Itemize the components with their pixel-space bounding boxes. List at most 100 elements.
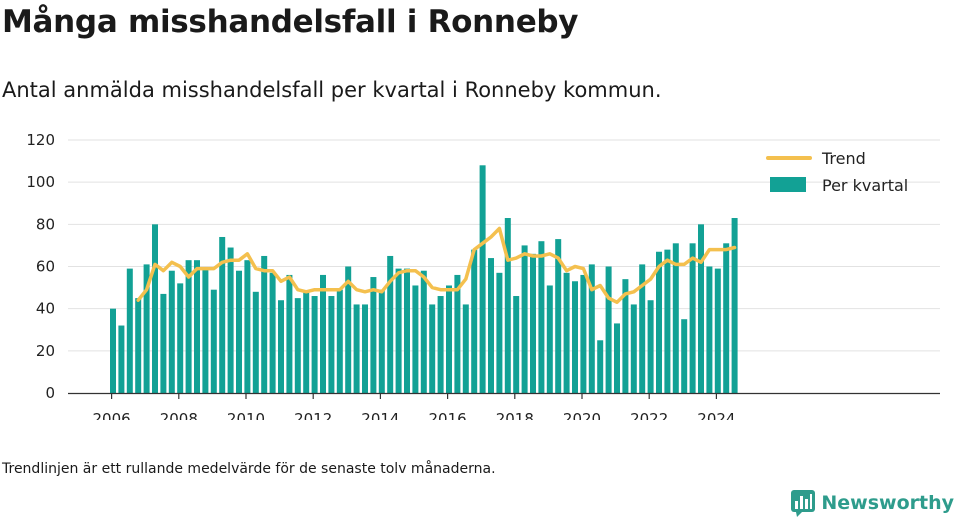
bar <box>723 243 730 393</box>
x-tick-label: 2020 <box>563 410 601 420</box>
x-tick-label: 2022 <box>630 410 668 420</box>
bar <box>311 296 318 393</box>
legend: Trend Per kvartal <box>766 149 908 195</box>
y-tick-label: 100 <box>26 173 55 191</box>
bar <box>714 268 721 393</box>
x-tick-label: 2014 <box>361 410 399 420</box>
bar <box>370 277 377 393</box>
legend-bar-label: Per kvartal <box>822 176 908 195</box>
y-tick-label: 20 <box>36 342 55 360</box>
bar <box>135 298 142 393</box>
bar <box>269 272 276 393</box>
bar <box>110 308 116 393</box>
bar <box>152 224 158 393</box>
bar <box>597 340 604 393</box>
bar <box>647 300 654 393</box>
bar <box>538 241 545 393</box>
x-tick-label: 2018 <box>496 410 534 420</box>
bar <box>471 249 478 393</box>
footnote: Trendlinjen är ett rullande medelvärde f… <box>2 461 496 477</box>
bar <box>496 272 503 393</box>
bar <box>395 268 402 393</box>
chart-area: 0 20 40 60 80 100 120 2006 2008 2010 2012 2014 2016… <box>26 131 940 420</box>
bar <box>236 270 242 393</box>
bar <box>462 304 469 393</box>
x-tick-label: 2024 <box>697 410 735 420</box>
bar-chart-logo-icon <box>791 490 816 517</box>
bar <box>286 274 293 393</box>
bar <box>639 264 646 393</box>
bar <box>698 224 704 393</box>
x-tick-label: 2016 <box>429 410 467 420</box>
bar <box>622 279 629 393</box>
bar <box>345 266 352 393</box>
legend-trend-label: Trend <box>821 149 866 168</box>
bar <box>656 251 662 393</box>
bar <box>404 268 410 393</box>
bar <box>252 291 259 393</box>
bar <box>605 266 612 393</box>
bar <box>479 165 486 393</box>
bar <box>278 300 284 393</box>
bar <box>681 319 688 393</box>
bar <box>303 291 310 393</box>
x-tick-label: 2008 <box>160 410 198 420</box>
bar <box>336 289 343 393</box>
bar <box>546 285 553 393</box>
bar <box>378 289 385 393</box>
brand-name[interactable]: Newsworthy <box>821 492 954 514</box>
bar <box>513 296 520 393</box>
bar <box>328 296 335 393</box>
bar <box>672 243 679 393</box>
bar <box>429 304 436 393</box>
bar <box>160 293 167 393</box>
y-tick-label: 0 <box>45 384 55 402</box>
bar <box>630 304 637 393</box>
bar <box>126 268 133 393</box>
brand-logo[interactable]: Newsworthy <box>790 489 954 517</box>
y-axis-ticks: 0 20 40 60 80 100 120 <box>26 131 55 402</box>
bar <box>320 274 326 393</box>
bar <box>219 236 226 393</box>
bar <box>387 255 394 393</box>
bar <box>261 255 268 393</box>
bar <box>143 264 150 393</box>
y-tick-label: 80 <box>36 215 55 233</box>
legend-bar-swatch <box>770 177 806 192</box>
bar <box>572 281 578 393</box>
trend-line <box>136 226 737 305</box>
bar <box>294 298 301 393</box>
bar <box>227 247 234 393</box>
x-tick-label: 2012 <box>294 410 332 420</box>
bar <box>521 245 528 393</box>
bar <box>563 272 570 393</box>
bar <box>362 304 368 393</box>
bar <box>177 283 184 393</box>
bar <box>588 264 595 393</box>
bar-series <box>110 165 738 393</box>
bar <box>420 270 427 393</box>
bar <box>244 260 251 393</box>
bar <box>168 270 175 393</box>
x-tick-label: 2006 <box>93 410 131 420</box>
bar <box>664 249 671 393</box>
bar <box>412 285 419 393</box>
bar <box>731 218 738 393</box>
bar <box>202 268 209 393</box>
x-axis-ticks: 2006 2008 2010 2012 2014 2016 2018 2020 2022 2024 <box>93 393 735 420</box>
bar <box>118 325 125 393</box>
bar <box>185 260 192 393</box>
y-tick-label: 120 <box>26 131 55 149</box>
bar <box>580 274 587 393</box>
y-tick-label: 60 <box>36 258 55 276</box>
bar <box>706 266 713 393</box>
bar <box>194 260 200 393</box>
trend-series <box>136 226 737 305</box>
bar <box>488 258 494 393</box>
bar <box>210 289 217 393</box>
bar <box>689 243 696 393</box>
bar <box>454 274 461 393</box>
y-tick-label: 40 <box>36 300 55 318</box>
bar <box>437 296 444 393</box>
bar <box>504 218 511 393</box>
